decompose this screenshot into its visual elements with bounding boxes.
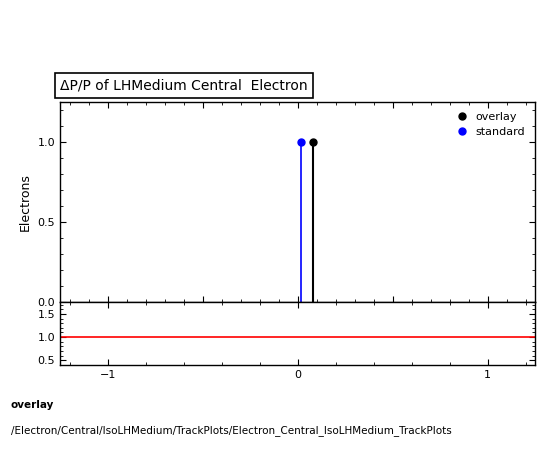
Legend: overlay, standard: overlay, standard <box>449 107 530 142</box>
Y-axis label: Electrons: Electrons <box>19 173 32 231</box>
Text: overlay: overlay <box>11 400 54 410</box>
Text: ΔP/P of LHMedium Central  Electron: ΔP/P of LHMedium Central Electron <box>60 79 308 92</box>
Text: /Electron/Central/IsoLHMedium/TrackPlots/Electron_Central_IsoLHMedium_TrackPlots: /Electron/Central/IsoLHMedium/TrackPlots… <box>11 425 452 436</box>
